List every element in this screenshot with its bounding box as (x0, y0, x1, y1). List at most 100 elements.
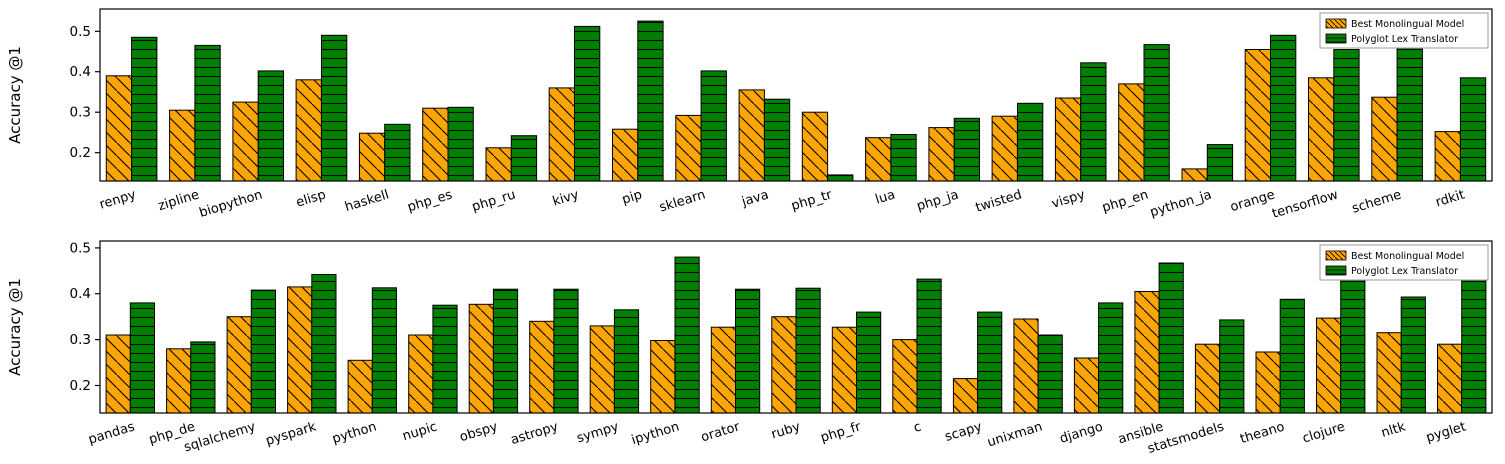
x-tick-label: python (331, 419, 379, 447)
x-tick-label: pip (620, 187, 644, 207)
x-tick-label: biopython (198, 187, 265, 220)
legend: Best Monolingual Model Polyglot Lex Trans… (1319, 244, 1489, 281)
bar-hatch (738, 89, 765, 182)
x-tick-label: clojure (1301, 419, 1347, 446)
bar-hatch (1158, 262, 1184, 414)
bar-hatch (408, 334, 434, 414)
x-tick-label: django (1058, 419, 1105, 446)
x-tick-label: nupic (401, 419, 439, 444)
bar-hatch (371, 287, 397, 414)
x-tick-label: nltk (1380, 419, 1408, 441)
subplot-bottom: 0.2 0.3 0.4 0.5 pandas php_de sqlalchemy pyspar… (0, 232, 1505, 464)
x-tick-label: c (912, 419, 923, 435)
y-tick-label: 0.5 (70, 24, 91, 40)
x-tick-label: php_tr (790, 187, 835, 214)
bar-hatch (105, 75, 133, 182)
x-tick-label: php_ja (915, 187, 960, 214)
bar-hatch (637, 20, 664, 182)
bar-hatch (1340, 272, 1366, 414)
bar-hatch (1013, 318, 1039, 414)
bar-hatch (1437, 343, 1463, 414)
bar-hatch (613, 309, 640, 414)
bar-hatch (892, 339, 918, 414)
bar-hatch (485, 147, 512, 182)
bar-hatch (347, 359, 373, 414)
bar-hatch (129, 302, 156, 414)
legend-label: Best Monolingual Model (1351, 251, 1464, 262)
bar-hatch (928, 127, 955, 182)
bar-hatch (447, 106, 474, 182)
bar-hatch (384, 123, 411, 182)
bar-hatch (1181, 168, 1208, 182)
bar-hatch (1054, 97, 1082, 182)
y-axis-label: Accuracy @1 (6, 46, 24, 144)
bar-hatch (492, 288, 519, 414)
bar-hatch (131, 36, 158, 182)
x-tick-label: pandas (87, 419, 137, 447)
bar-hatch (548, 87, 576, 182)
bar-hatch (169, 109, 196, 182)
bar-hatch (1396, 40, 1423, 182)
bar-hatch (831, 326, 857, 414)
x-tick-label: php_ru (470, 187, 517, 214)
bar-hatch (257, 70, 285, 182)
bar-hatch (1434, 131, 1461, 182)
x-tick-label: scheme (1350, 187, 1403, 216)
legend-swatch-hatch (1325, 265, 1347, 276)
bar-hatch (1376, 332, 1402, 414)
x-tick-label: orange (1229, 187, 1277, 215)
bar-hatch (1459, 77, 1487, 182)
bar-hatch (827, 174, 854, 182)
bar-hatch (795, 287, 821, 414)
x-tick-label: rdkit (1434, 187, 1467, 210)
bar-hatch (358, 132, 386, 182)
x-tick-label: sklearn (658, 187, 708, 215)
bar-hatch (589, 325, 615, 414)
bar-hatch (890, 134, 917, 182)
bar-hatch (675, 114, 702, 182)
bar-hatch (529, 320, 555, 414)
y-axis-label: Accuracy @1 (6, 278, 24, 376)
bar-hatch (321, 34, 348, 182)
bar-hatch (553, 288, 579, 414)
bar-hatch (105, 334, 131, 414)
bar-hatch (735, 288, 761, 414)
legend-label: Polyglot Lex Translator (1351, 34, 1458, 45)
bar-hatch (190, 341, 216, 414)
x-tick-label: ruby (770, 419, 803, 442)
x-tick-label: pyspark (264, 419, 318, 449)
legend-label: Polyglot Lex Translator (1351, 266, 1458, 277)
bar-hatch (1461, 274, 1487, 414)
bar-hatch (1308, 77, 1335, 182)
x-tick-label: elisp (294, 187, 327, 210)
bar-hatch (650, 340, 676, 414)
bar-hatch (612, 128, 639, 182)
x-tick-label: tensorflow (1270, 187, 1340, 221)
bar-hatch (1206, 144, 1234, 182)
bar-hatch (287, 286, 313, 414)
bar-hatch (953, 117, 981, 182)
subplot-top: 0.2 0.3 0.4 0.5 renpy zipline biopython elisp ha… (6, 8, 1493, 222)
bar-hatch (166, 348, 192, 414)
legend: Best Monolingual Model Polyglot Lex Trans… (1319, 12, 1489, 49)
bar-hatch (1371, 96, 1398, 182)
bar-hatch (1333, 49, 1360, 182)
x-tick-label: kivy (551, 187, 581, 209)
bar-hatch (674, 256, 700, 414)
x-tick-label: php_en (1100, 187, 1150, 215)
y-tick-label: 0.5 (70, 240, 91, 256)
x-tick-label: twisted (974, 187, 1024, 215)
bar-hatch (311, 274, 337, 414)
x-tick-label: python_ja (1148, 187, 1213, 220)
legend-label: Best Monolingual Model (1351, 19, 1464, 30)
y-tick-label: 0.4 (70, 64, 91, 80)
bar-hatch (700, 70, 727, 182)
bar-hatch (801, 111, 829, 182)
bar-hatch (1244, 49, 1271, 182)
bar-hatch (1098, 302, 1124, 414)
bar-hatch (468, 303, 494, 414)
bar-hatch (232, 101, 259, 182)
bar-hatch (250, 289, 277, 414)
x-tick-label: lua (874, 187, 897, 207)
